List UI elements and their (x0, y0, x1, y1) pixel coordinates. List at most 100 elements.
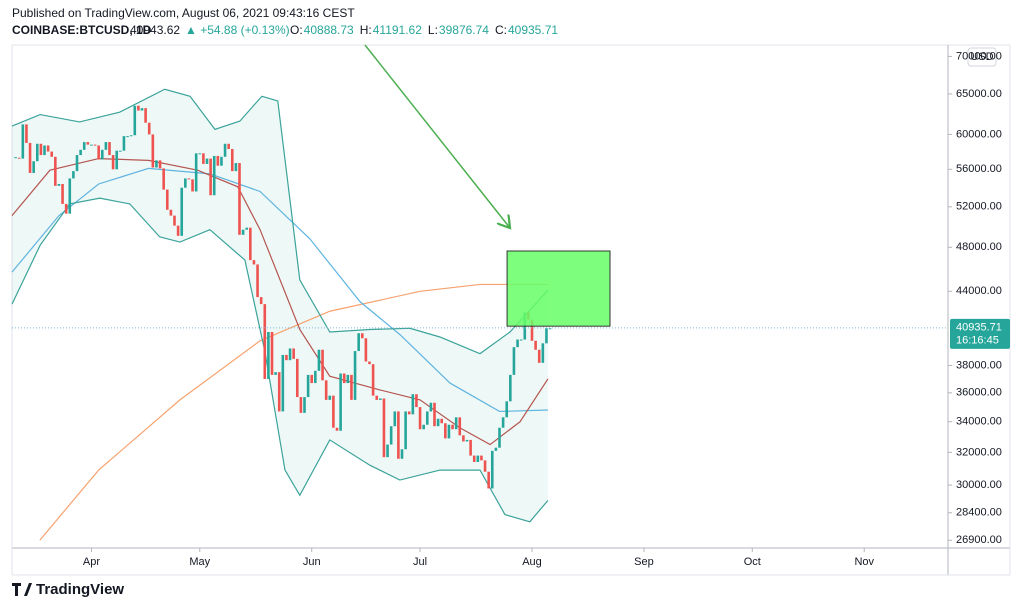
candle (209, 158, 212, 196)
candle (230, 148, 234, 172)
candle (465, 439, 469, 442)
candle (299, 397, 303, 413)
candle (137, 105, 140, 111)
price-tag-value: 40935.71 (956, 322, 1002, 334)
candle (216, 155, 220, 166)
candle (86, 142, 90, 145)
candle (93, 144, 97, 146)
ohlc-label: L: (428, 23, 438, 37)
x-tick-label: Jul (413, 556, 427, 568)
candle (126, 136, 129, 138)
candle (328, 395, 332, 400)
candle (223, 143, 227, 157)
logo-icon (12, 583, 32, 596)
currency: USD (970, 51, 993, 63)
candle (411, 394, 415, 415)
candle (194, 153, 198, 192)
candle (393, 411, 397, 427)
candle (17, 157, 21, 159)
candle (321, 349, 324, 381)
symbol: COINBASE:BTCUSD, 1D (12, 23, 152, 37)
candle (494, 447, 498, 451)
candle (433, 402, 436, 427)
y-tick-label: 34000.00 (956, 416, 1002, 428)
candle (332, 395, 335, 428)
y-tick-label: 48000.00 (956, 241, 1002, 253)
candle (404, 411, 407, 450)
candle (245, 227, 249, 230)
change: ▲ +54.88 (+0.13%) (185, 23, 290, 37)
candle (303, 397, 306, 413)
ohlc-value: 40935.71 (508, 23, 558, 37)
candle (202, 153, 205, 164)
candle (288, 348, 292, 361)
currency-badge[interactable] (967, 47, 997, 67)
candle (480, 455, 483, 461)
y-tick-label: 26900.00 (956, 534, 1002, 546)
candle (227, 143, 230, 149)
candle (165, 189, 169, 210)
y-tick-label: 44000.00 (956, 285, 1002, 297)
candle (317, 349, 321, 371)
candle (259, 297, 263, 305)
candle (212, 155, 216, 196)
candle (476, 455, 480, 462)
candle (184, 178, 187, 188)
y-tick-label: 28400.00 (956, 507, 1002, 519)
candle (397, 411, 400, 459)
candle (169, 209, 173, 216)
candle (21, 124, 25, 159)
candle (220, 156, 223, 166)
candle (241, 229, 245, 235)
last-price: 40943.62 (130, 23, 180, 37)
candle (509, 374, 512, 402)
candle (35, 143, 39, 162)
indicator-line (11, 167, 548, 413)
candle (537, 349, 541, 363)
candle (462, 435, 465, 442)
candle (483, 460, 487, 472)
candle (498, 427, 501, 448)
y-tick-label: 56000.00 (956, 163, 1002, 175)
candle (379, 398, 382, 400)
candle (364, 338, 368, 362)
candle (292, 348, 295, 359)
candle (111, 155, 115, 170)
candle (310, 374, 314, 384)
indicator-line (39, 283, 548, 541)
candle (97, 145, 100, 160)
candle (447, 424, 451, 439)
y-tick-label: 65000.00 (956, 88, 1002, 100)
price-tag-countdown: 16:16:45 (956, 335, 999, 347)
candle (249, 227, 252, 261)
candle (339, 373, 342, 431)
candle (144, 108, 147, 123)
candle (285, 354, 288, 361)
candle (541, 343, 545, 363)
candle (314, 370, 317, 384)
plot-area (11, 88, 611, 541)
candle (505, 401, 509, 418)
published-line: Published on TradingView.com, August 06,… (12, 6, 355, 20)
ohlc-value: 40888.73 (304, 23, 354, 37)
x-tick-label: Apr (83, 556, 100, 568)
brand-logo: TradingView (12, 581, 124, 598)
y-tick-label: 60000.00 (956, 128, 1002, 140)
candle (454, 417, 458, 430)
ohlc-value: 39876.74 (439, 23, 489, 37)
candle (440, 418, 444, 424)
candle (46, 145, 50, 152)
candle (100, 149, 104, 160)
candle (82, 142, 86, 150)
candle (238, 163, 241, 235)
x-tick-label: Jun (303, 556, 321, 568)
candle (534, 340, 537, 350)
candle (72, 171, 75, 179)
candle (472, 455, 476, 462)
x-tick-label: Nov (854, 556, 874, 568)
candle (151, 134, 155, 168)
highlight-box (506, 250, 611, 327)
candle (129, 135, 133, 137)
candle (512, 347, 516, 375)
candle (133, 105, 137, 136)
